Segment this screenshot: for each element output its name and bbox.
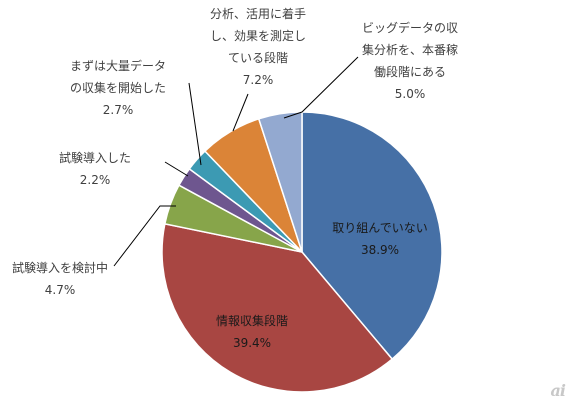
slice-value-label-1: 39.4% xyxy=(233,336,271,350)
slice-category-label-5: 分析、活用に着手 xyxy=(210,6,306,21)
pie-slice-0 xyxy=(301,111,443,361)
slice-category-label-5: ている段階 xyxy=(228,50,288,65)
slice-category-label-2: 試験導入を検討中 xyxy=(12,260,108,275)
pie-slices xyxy=(161,111,443,393)
slice-category-label-1: 情報収集段階 xyxy=(216,313,288,328)
slice-category-label-0: 取り組んでいない xyxy=(332,221,427,235)
leader-line-6 xyxy=(283,56,359,119)
slice-value-label-0: 38.9% xyxy=(361,243,399,257)
slice-category-label-4: の収集を開始した xyxy=(70,80,166,95)
leader-line-5 xyxy=(232,93,249,132)
slice-category-label-4: まずは大量データ xyxy=(70,58,166,73)
slice-value-label-5: 7.2% xyxy=(243,73,274,87)
slice-value-label-2: 4.7% xyxy=(45,283,76,297)
slice-value-label-3: 2.2% xyxy=(80,173,111,187)
leader-line-3 xyxy=(164,161,189,177)
slice-category-label-6: 集分析を、本番稼 xyxy=(362,42,458,57)
pie-slice-1 xyxy=(161,222,394,393)
slice-value-label-6: 5.0% xyxy=(395,87,426,101)
slice-category-label-6: ビッグデータの収 xyxy=(362,20,458,35)
slice-category-label-5: し、効果を測定し xyxy=(210,28,306,43)
slice-category-label-6: 働段階にある xyxy=(374,64,446,79)
leader-lines xyxy=(113,56,359,267)
watermark-logo: ai xyxy=(550,381,566,400)
slice-labels: 取り組んでいない 38.9% 情報収集段階 39.4% 試験導入を検討中 4.7% 試験導入… xyxy=(12,6,458,350)
slice-value-label-4: 2.7% xyxy=(103,103,134,117)
slice-category-label-3: 試験導入した xyxy=(59,150,131,165)
leader-line-4 xyxy=(188,82,202,166)
leader-line-2 xyxy=(113,205,176,267)
